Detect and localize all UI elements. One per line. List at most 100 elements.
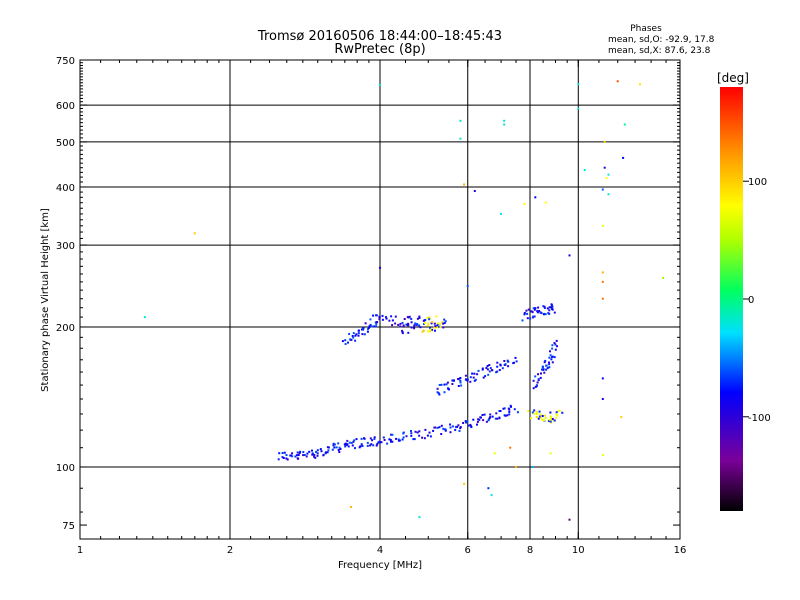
echo-point — [327, 446, 330, 449]
echo-point — [537, 306, 540, 309]
echo-point — [496, 370, 499, 373]
echo-point — [362, 327, 365, 330]
echo-point — [431, 328, 434, 331]
echo-point — [376, 443, 379, 446]
echo-point — [446, 381, 449, 384]
echo-point — [352, 336, 355, 339]
echo-point — [413, 324, 416, 327]
echo-point — [537, 378, 540, 381]
echo-point — [294, 455, 297, 458]
echo-point — [397, 323, 400, 326]
echo-point — [306, 452, 309, 455]
echo-point — [335, 446, 338, 449]
echo-point — [548, 361, 550, 364]
echo-point — [439, 326, 442, 329]
echo-point — [388, 319, 391, 322]
echo-point — [488, 418, 491, 421]
echo-point — [506, 414, 509, 417]
echo-point — [302, 451, 305, 454]
echo-point — [371, 439, 374, 442]
echo-point — [391, 324, 394, 327]
echo-point — [416, 317, 419, 320]
echo-point — [443, 391, 446, 394]
echo-point — [438, 326, 441, 328]
echo-point — [603, 166, 606, 169]
echo-point — [394, 315, 397, 318]
echo-point — [382, 436, 385, 439]
echo-point — [462, 422, 465, 424]
echo-point — [443, 321, 446, 324]
echo-point — [536, 381, 539, 384]
echo-point — [416, 431, 419, 434]
echo-point — [422, 319, 425, 322]
echo-point — [374, 321, 377, 324]
echo-point — [372, 314, 375, 317]
echo-point — [434, 426, 437, 429]
echo-point — [299, 450, 302, 453]
echo-point — [545, 364, 548, 367]
echo-point — [362, 328, 364, 331]
echo-point — [503, 119, 506, 122]
echo-point — [412, 438, 415, 441]
echo-point — [551, 305, 554, 308]
echo-point — [544, 313, 547, 316]
echo-point — [545, 368, 548, 371]
echo-point — [352, 332, 355, 335]
echo-point — [526, 312, 529, 315]
echo-point — [557, 410, 560, 413]
echo-point — [405, 323, 408, 326]
y-tick-label: 600 — [56, 101, 75, 112]
echo-point — [405, 435, 408, 438]
echo-point — [277, 458, 280, 461]
echo-point — [322, 454, 325, 457]
echo-point — [499, 364, 502, 367]
echo-point — [337, 449, 340, 451]
echo-point — [526, 317, 529, 320]
echo-point — [513, 408, 516, 411]
echo-point — [481, 414, 484, 416]
echo-point — [539, 416, 542, 419]
echo-point — [373, 325, 376, 328]
echo-point — [351, 335, 354, 337]
echo-point — [548, 306, 551, 309]
echo-point — [561, 411, 564, 414]
echo-point — [368, 325, 371, 328]
echo-point — [513, 361, 515, 364]
echo-point — [339, 448, 342, 450]
echo-point — [429, 328, 432, 331]
echo-point — [315, 450, 318, 453]
echo-point — [544, 417, 547, 420]
echo-point — [410, 321, 413, 324]
x-tick-label: 10 — [572, 545, 585, 556]
echo-point — [473, 372, 476, 375]
echo-point — [303, 454, 306, 456]
echo-point — [603, 140, 606, 143]
echo-point — [639, 83, 641, 86]
echo-point — [476, 423, 478, 426]
echo-point — [488, 370, 491, 373]
echo-point — [493, 452, 496, 455]
echo-point — [543, 361, 546, 364]
echo-point — [325, 451, 327, 454]
echo-point — [314, 456, 317, 459]
echo-point — [607, 173, 610, 176]
echo-point — [477, 369, 480, 372]
echo-point — [536, 310, 539, 313]
echo-point — [350, 506, 353, 508]
echo-point — [542, 313, 545, 316]
echo-point — [344, 445, 347, 448]
echo-point — [491, 369, 493, 372]
echo-point — [533, 308, 536, 311]
echo-point — [523, 313, 526, 316]
echo-point — [349, 338, 352, 341]
echo-point — [622, 156, 625, 159]
y-tick-label: 750 — [56, 56, 75, 67]
echo-point — [442, 427, 445, 430]
echo-point — [428, 431, 431, 434]
echo-point — [344, 343, 347, 345]
echo-point — [535, 415, 538, 418]
echo-point — [543, 371, 546, 374]
echo-point — [549, 452, 552, 455]
echo-point — [551, 355, 554, 358]
